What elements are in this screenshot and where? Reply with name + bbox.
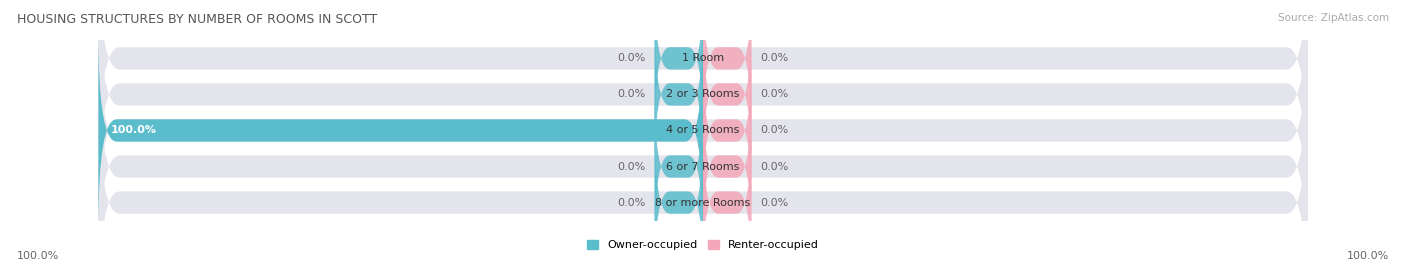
FancyBboxPatch shape xyxy=(98,16,1308,245)
FancyBboxPatch shape xyxy=(98,34,703,227)
Text: 0.0%: 0.0% xyxy=(617,53,645,63)
FancyBboxPatch shape xyxy=(98,0,1308,209)
Text: 0.0%: 0.0% xyxy=(617,161,645,172)
FancyBboxPatch shape xyxy=(703,88,751,245)
Text: 4 or 5 Rooms: 4 or 5 Rooms xyxy=(666,125,740,136)
Text: 0.0%: 0.0% xyxy=(761,125,789,136)
FancyBboxPatch shape xyxy=(655,0,703,137)
FancyBboxPatch shape xyxy=(703,124,751,269)
Text: 0.0%: 0.0% xyxy=(617,89,645,100)
FancyBboxPatch shape xyxy=(703,52,751,209)
Text: 6 or 7 Rooms: 6 or 7 Rooms xyxy=(666,161,740,172)
Text: 0.0%: 0.0% xyxy=(761,197,789,208)
Text: 100.0%: 100.0% xyxy=(111,125,156,136)
FancyBboxPatch shape xyxy=(98,52,1308,269)
Text: 0.0%: 0.0% xyxy=(617,197,645,208)
Text: 2 or 3 Rooms: 2 or 3 Rooms xyxy=(666,89,740,100)
FancyBboxPatch shape xyxy=(655,16,703,173)
Text: 1 Room: 1 Room xyxy=(682,53,724,63)
Legend: Owner-occupied, Renter-occupied: Owner-occupied, Renter-occupied xyxy=(582,235,824,255)
Text: 0.0%: 0.0% xyxy=(761,53,789,63)
Text: 100.0%: 100.0% xyxy=(1347,251,1389,261)
FancyBboxPatch shape xyxy=(98,0,1308,173)
Text: 0.0%: 0.0% xyxy=(761,161,789,172)
Text: 0.0%: 0.0% xyxy=(761,89,789,100)
Text: 100.0%: 100.0% xyxy=(17,251,59,261)
FancyBboxPatch shape xyxy=(703,0,751,137)
FancyBboxPatch shape xyxy=(703,16,751,173)
FancyBboxPatch shape xyxy=(655,124,703,269)
Text: HOUSING STRUCTURES BY NUMBER OF ROOMS IN SCOTT: HOUSING STRUCTURES BY NUMBER OF ROOMS IN… xyxy=(17,13,377,26)
Text: Source: ZipAtlas.com: Source: ZipAtlas.com xyxy=(1278,13,1389,23)
Text: 8 or more Rooms: 8 or more Rooms xyxy=(655,197,751,208)
FancyBboxPatch shape xyxy=(98,88,1308,269)
FancyBboxPatch shape xyxy=(655,88,703,245)
